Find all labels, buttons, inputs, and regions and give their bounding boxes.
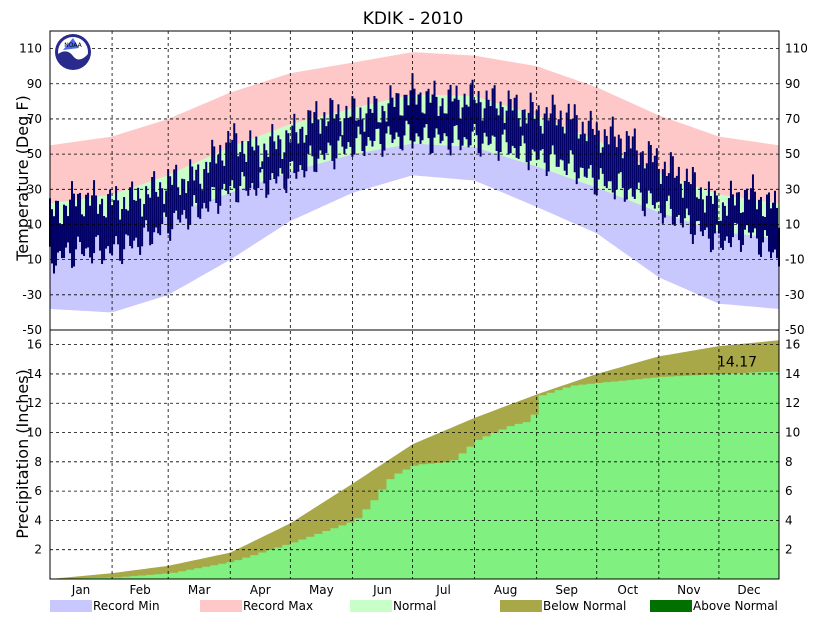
legend-swatch [500, 600, 542, 612]
month-label: May [309, 583, 334, 597]
legend-label: Normal [393, 599, 436, 613]
month-label: Mar [188, 583, 211, 597]
legend-label: Above Normal [693, 599, 778, 613]
precip-tick-right: 12 [785, 396, 800, 410]
legend-swatch [350, 600, 392, 612]
precip-total-annotation: 14.17 [717, 354, 757, 370]
temp-tick-right: 30 [785, 182, 800, 196]
temp-tick-right: 70 [785, 112, 800, 126]
precip-tick-left: 12 [27, 396, 42, 410]
precip-tick-right: 10 [785, 426, 800, 440]
month-label: Apr [250, 583, 271, 597]
temp-tick-left: 10 [27, 253, 42, 267]
temp-tick-right: -10 [785, 253, 805, 267]
temp-tick-left: 30 [27, 182, 42, 196]
precip-tick-right: 8 [785, 455, 793, 469]
month-label: Jul [435, 583, 450, 597]
precip-tick-left: 2 [34, 543, 42, 557]
temp-tick-right: 110 [785, 42, 808, 56]
month-label: Feb [129, 583, 150, 597]
legend-label: Record Min [93, 599, 160, 613]
temp-tick-left: 70 [27, 112, 42, 126]
month-label: Sep [555, 583, 578, 597]
month-label: Aug [494, 583, 517, 597]
month-label: Nov [677, 583, 700, 597]
precip-tick-left: 6 [34, 484, 42, 498]
temp-tick-left: 90 [27, 77, 42, 91]
precip-tick-right: 16 [785, 338, 800, 352]
precip-tick-right: 6 [785, 484, 793, 498]
temp-tick-right: 50 [785, 147, 800, 161]
legend-label: Record Max [243, 599, 313, 613]
precip-tick-right: 4 [785, 513, 793, 527]
legend: Record Min Record Max Normal Below Normal Ab… [50, 599, 778, 613]
legend-swatch [200, 600, 242, 612]
precipitation-axis-label: Precipitation (Inches) [13, 369, 32, 539]
legend-label: Below Normal [543, 599, 626, 613]
temp-tick-left: 110 [19, 42, 42, 56]
temp-tick-right: -30 [785, 288, 805, 302]
temp-tick-left: -50 [22, 323, 42, 337]
precip-tick-left: 8 [34, 455, 42, 469]
month-label: Dec [737, 583, 760, 597]
precip-tick-right: 14 [785, 367, 800, 381]
temp-tick-left: 50 [27, 147, 42, 161]
month-label: Oct [617, 583, 638, 597]
precip-tick-left: 14 [27, 367, 42, 381]
temp-tick-right: -50 [785, 323, 805, 337]
month-label: Jan [71, 583, 91, 597]
month-label: Jun [372, 583, 392, 597]
legend-swatch [650, 600, 692, 612]
temp-tick-left: 10 [27, 217, 42, 231]
noaa-logo-icon: NOAA [55, 34, 91, 70]
temperature-panel: 110 110 90 90 70 70 50 50 30 30 10 10 10 -10 -30 -30 -50… [19, 31, 808, 337]
precip-tick-left: 16 [27, 338, 42, 352]
logo-text: NOAA [64, 42, 82, 49]
legend-swatch [50, 600, 92, 612]
precip-tick-right: 2 [785, 543, 793, 557]
temp-tick-left: -30 [22, 288, 42, 302]
precip-tick-left: 4 [34, 513, 42, 527]
precipitation-panel: 2 2 4 4 6 6 8 8 10 10 12 12 14 14 16 16 14.17 [27, 330, 801, 579]
chart-title: KDIK - 2010 [363, 9, 464, 29]
temp-tick-right: 10 [785, 217, 800, 231]
temp-tick-right: 90 [785, 77, 800, 91]
precip-tick-left: 10 [27, 426, 42, 440]
